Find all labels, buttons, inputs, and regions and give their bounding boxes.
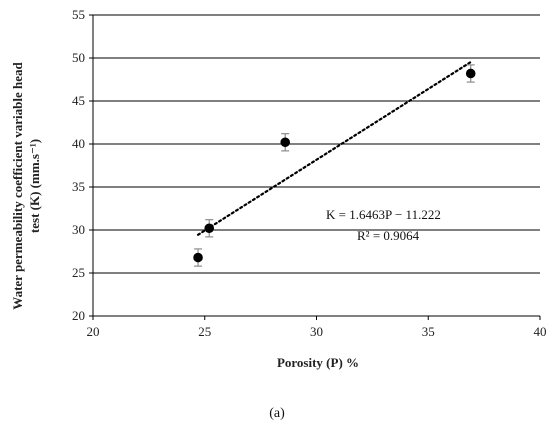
x-tick-label-30: 30: [310, 324, 323, 339]
y-tick-label-40: 40: [72, 136, 85, 151]
data-point-4: [465, 68, 476, 79]
data-point-3: [280, 137, 291, 148]
trendline-equation: K = 1.6463P − 11.222: [326, 207, 441, 222]
x-axis-title: Porosity (P) %: [277, 355, 359, 370]
trendline-layer: [196, 60, 472, 236]
y-axis-title-line2: test (K) (mm.s⁻¹): [27, 139, 42, 233]
x-tick-label-25: 25: [198, 324, 211, 339]
y-tick-label-35: 35: [72, 179, 85, 194]
tick-labels: 20 25 30 35 40 45 50 55 20 25 30 35 40: [72, 7, 547, 339]
y-tick-label-20: 20: [72, 308, 85, 323]
figure-caption: (a): [269, 406, 285, 421]
x-tick-label-40: 40: [534, 324, 547, 339]
y-tick-label-50: 50: [72, 50, 85, 65]
trendline: [196, 60, 472, 236]
data-point-1: [193, 252, 203, 263]
trendline-r-squared: R² = 0.9064: [357, 228, 420, 243]
y-tick-label-55: 55: [72, 7, 85, 22]
y-tick-label-25: 25: [72, 265, 85, 280]
y-tick-label-30: 30: [72, 222, 85, 237]
x-tick-label-20: 20: [87, 324, 100, 339]
y-axis-title-line1: Water permeability coefficient variable …: [10, 62, 25, 310]
x-tick-label-35: 35: [422, 324, 435, 339]
y-tick-label-45: 45: [72, 93, 85, 108]
axes: [89, 14, 541, 320]
data-point-2: [204, 223, 215, 234]
data-points: [193, 64, 476, 267]
gridlines: [93, 14, 540, 274]
